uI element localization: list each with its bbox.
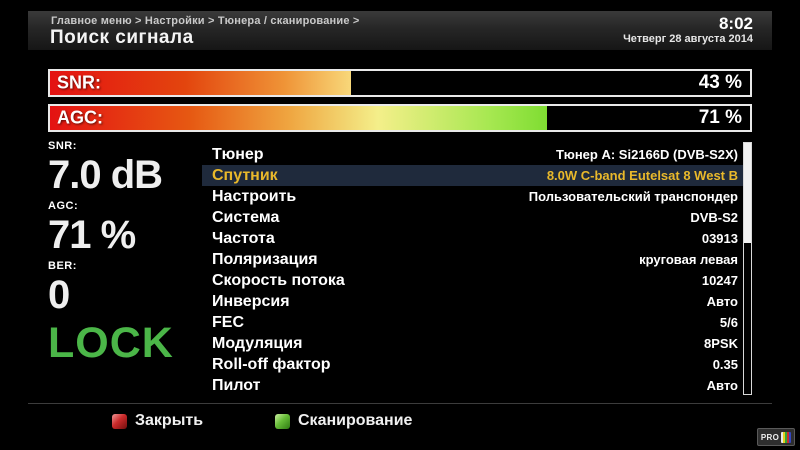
green-key-icon — [275, 413, 290, 429]
setting-value: круговая левая — [639, 252, 738, 267]
clock-time: 8:02 — [718, 14, 753, 33]
scan-button-label: Сканирование — [298, 412, 413, 429]
settings-row-modulation[interactable]: Модуляция 8PSK — [202, 333, 744, 354]
snr-meter-value: 43 % — [698, 72, 742, 93]
setting-value: Тюнер A: Si2166D (DVB-S2X) — [555, 147, 738, 162]
settings-row-tuner[interactable]: Тюнер Тюнер A: Si2166D (DVB-S2X) — [202, 144, 744, 165]
settings-row-satellite[interactable]: Спутник 8.0W C-band Eutelsat 8 West B — [202, 165, 744, 186]
settings-row-inversion[interactable]: Инверсия Авто — [202, 291, 744, 312]
agc-stat-value: 71 % — [48, 213, 136, 257]
agc-stat-label: AGC: — [48, 200, 79, 212]
settings-row-frequency[interactable]: Частота 03913 — [202, 228, 744, 249]
setting-value: 03913 — [701, 231, 738, 246]
header-bar: Главное меню > Настройки > Тюнера / скан… — [28, 11, 772, 50]
setting-value: 5/6 — [719, 315, 738, 330]
brand-logo: PRO — [757, 428, 795, 446]
setting-name: Roll-off фактор — [212, 355, 331, 373]
settings-row-polarization[interactable]: Поляризация круговая левая — [202, 249, 744, 270]
agc-meter-label: AGC: — [57, 107, 103, 128]
setting-name: Модуляция — [212, 334, 303, 352]
settings-row-symbol-rate[interactable]: Скорость потока 10247 — [202, 270, 744, 291]
page-title: Поиск сигнала — [50, 27, 194, 48]
settings-row-rolloff[interactable]: Roll-off фактор 0.35 — [202, 354, 744, 375]
setting-name: Система — [212, 208, 280, 226]
setting-name: Частота — [212, 229, 275, 247]
setting-value: 8PSK — [704, 336, 738, 351]
setting-name: FEC — [212, 313, 244, 331]
setting-name: Пилот — [212, 376, 261, 394]
ber-stat-label: BER: — [48, 260, 77, 272]
snr-meter: SNR: 43 % — [48, 69, 752, 97]
setting-value: Авто — [706, 294, 738, 309]
setting-value: Пользовательский транспондер — [528, 189, 738, 204]
setting-name: Спутник — [212, 166, 278, 184]
setting-name: Инверсия — [212, 292, 290, 310]
setting-name: Настроить — [212, 187, 297, 205]
settings-scrollbar[interactable] — [743, 142, 752, 395]
setting-value: 8.0W C-band Eutelsat 8 West B — [546, 168, 738, 183]
setting-value: 0.35 — [712, 357, 738, 372]
footer-divider — [28, 403, 772, 404]
breadcrumb: Главное меню > Настройки > Тюнера / скан… — [51, 15, 360, 27]
clock-date: Четверг 28 августа 2014 — [623, 33, 753, 45]
agc-meter-fill — [50, 106, 547, 130]
snr-stat-value: 7.0 dB — [48, 153, 163, 197]
settings-row-fec[interactable]: FEC 5/6 — [202, 312, 744, 333]
setting-value: DVB-S2 — [690, 210, 738, 225]
lock-status: LOCK — [48, 319, 174, 367]
snr-stat-label: SNR: — [48, 140, 77, 152]
settings-row-pilot[interactable]: Пилот Авто — [202, 375, 744, 396]
setting-value: 10247 — [701, 273, 738, 288]
snr-meter-fill — [50, 71, 351, 95]
snr-meter-label: SNR: — [57, 72, 101, 93]
tuner-settings-list: Тюнер Тюнер A: Si2166D (DVB-S2X) Спутник… — [202, 144, 744, 396]
close-button[interactable]: Закрыть — [112, 412, 203, 430]
signal-stats: SNR: 7.0 dB AGC: 71 % BER: 0 LOCK — [48, 140, 198, 366]
brand-logo-text: PRO — [760, 432, 780, 442]
clock: 8:02 Четверг 28 августа 2014 — [623, 14, 753, 46]
settings-row-configure[interactable]: Настроить Пользовательский транспондер — [202, 186, 744, 207]
close-button-label: Закрыть — [135, 412, 204, 429]
scrollbar-thumb[interactable] — [744, 143, 751, 244]
color-bars-icon — [781, 431, 792, 443]
setting-name: Скорость потока — [212, 271, 345, 289]
scan-button[interactable]: Сканирование — [275, 412, 412, 430]
setting-value: Авто — [706, 378, 738, 393]
red-key-icon — [112, 413, 127, 429]
agc-meter: AGC: 71 % — [48, 104, 752, 132]
setting-name: Тюнер — [212, 145, 264, 163]
settings-row-system[interactable]: Система DVB-S2 — [202, 207, 744, 228]
ber-stat-value: 0 — [48, 273, 70, 317]
setting-name: Поляризация — [212, 250, 318, 268]
agc-meter-value: 71 % — [698, 107, 742, 128]
